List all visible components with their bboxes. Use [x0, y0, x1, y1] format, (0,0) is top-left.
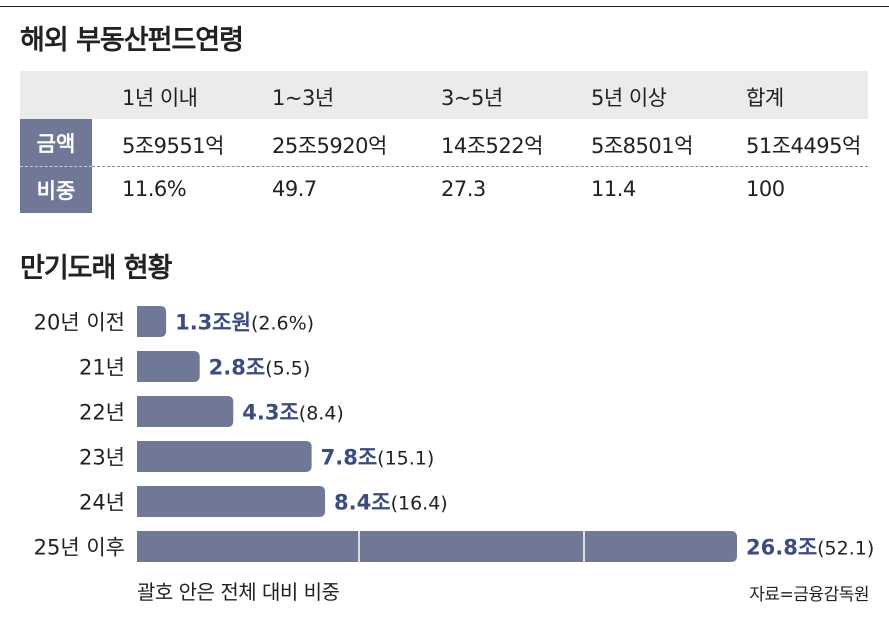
- value-label: 8.4조(16.4): [334, 491, 448, 515]
- amount-total: 51조4495억: [746, 134, 861, 158]
- category-label: 23년: [79, 446, 125, 470]
- value-share: (52.1): [817, 538, 874, 560]
- column-header-within-1yr: 1년 이내: [122, 86, 198, 110]
- bar: [137, 441, 312, 472]
- table-section-title: 해외 부동산펀드연령: [20, 25, 244, 56]
- value-share: (2.6%): [251, 313, 314, 335]
- value-label: 2.8조(5.5): [209, 356, 311, 380]
- value-share: (8.4): [299, 403, 344, 425]
- bar: [137, 351, 200, 382]
- value-amount: 4.3조: [242, 401, 299, 425]
- column-header-total: 합계: [746, 86, 784, 110]
- value-label: 4.3조(8.4): [242, 401, 344, 425]
- category-label: 25년 이후: [34, 536, 125, 560]
- ratio-over-5yr: 11.4: [591, 177, 636, 201]
- bar: [137, 396, 234, 427]
- category-label: 20년 이전: [34, 311, 125, 335]
- value-amount: 8.4조: [334, 491, 391, 515]
- row-label-ratio: 비중: [20, 166, 92, 213]
- ratio-total: 100: [746, 177, 785, 201]
- ratio-1-3yr: 49.7: [272, 177, 317, 201]
- ratio-3-5yr: 27.3: [441, 177, 486, 201]
- bar: [137, 306, 167, 337]
- value-amount: 26.8조: [746, 536, 817, 560]
- value-amount: 1.3조원: [175, 311, 251, 335]
- value-amount: 2.8조: [209, 356, 266, 380]
- category-label: 22년: [79, 401, 125, 425]
- amount-over-5yr: 5조8501억: [591, 134, 693, 158]
- value-share: (5.5): [265, 358, 310, 380]
- value-share: (15.1): [377, 448, 434, 470]
- top-rule: [0, 6, 889, 7]
- column-header-over-5yr: 5년 이상: [591, 86, 667, 110]
- row-separator: [92, 166, 868, 167]
- value-amount: 7.8조: [321, 446, 378, 470]
- column-header-3-5yr: 3~5년: [441, 86, 503, 110]
- value-share: (16.4): [391, 493, 448, 515]
- bar: [137, 486, 326, 517]
- value-label: 26.8조(52.1): [746, 536, 874, 560]
- chart-section-title: 만기도래 현황: [20, 253, 172, 284]
- amount-within-1yr: 5조9551억: [122, 134, 224, 158]
- amount-1-3yr: 25조5920억: [272, 134, 387, 158]
- amount-3-5yr: 14조522억: [441, 134, 543, 158]
- source-note: 자료=금융감독원: [749, 585, 869, 605]
- value-label: 7.8조(15.1): [321, 446, 435, 470]
- maturity-bar-chart: 20년 이전 1.3조원(2.6%) 21년 2.8조(5.5) 22년 4.3조(8.4…: [34, 306, 874, 562]
- column-header-1-3yr: 1~3년: [272, 86, 334, 110]
- footnote: 괄호 안은 전체 대비 비중: [137, 580, 340, 604]
- category-label: 24년: [79, 491, 125, 515]
- value-label: 1.3조원(2.6%): [175, 311, 314, 335]
- ratio-within-1yr: 11.6%: [122, 177, 187, 201]
- bar: [137, 531, 737, 562]
- row-label-amount: 금액: [20, 119, 92, 166]
- category-label: 21년: [79, 356, 125, 380]
